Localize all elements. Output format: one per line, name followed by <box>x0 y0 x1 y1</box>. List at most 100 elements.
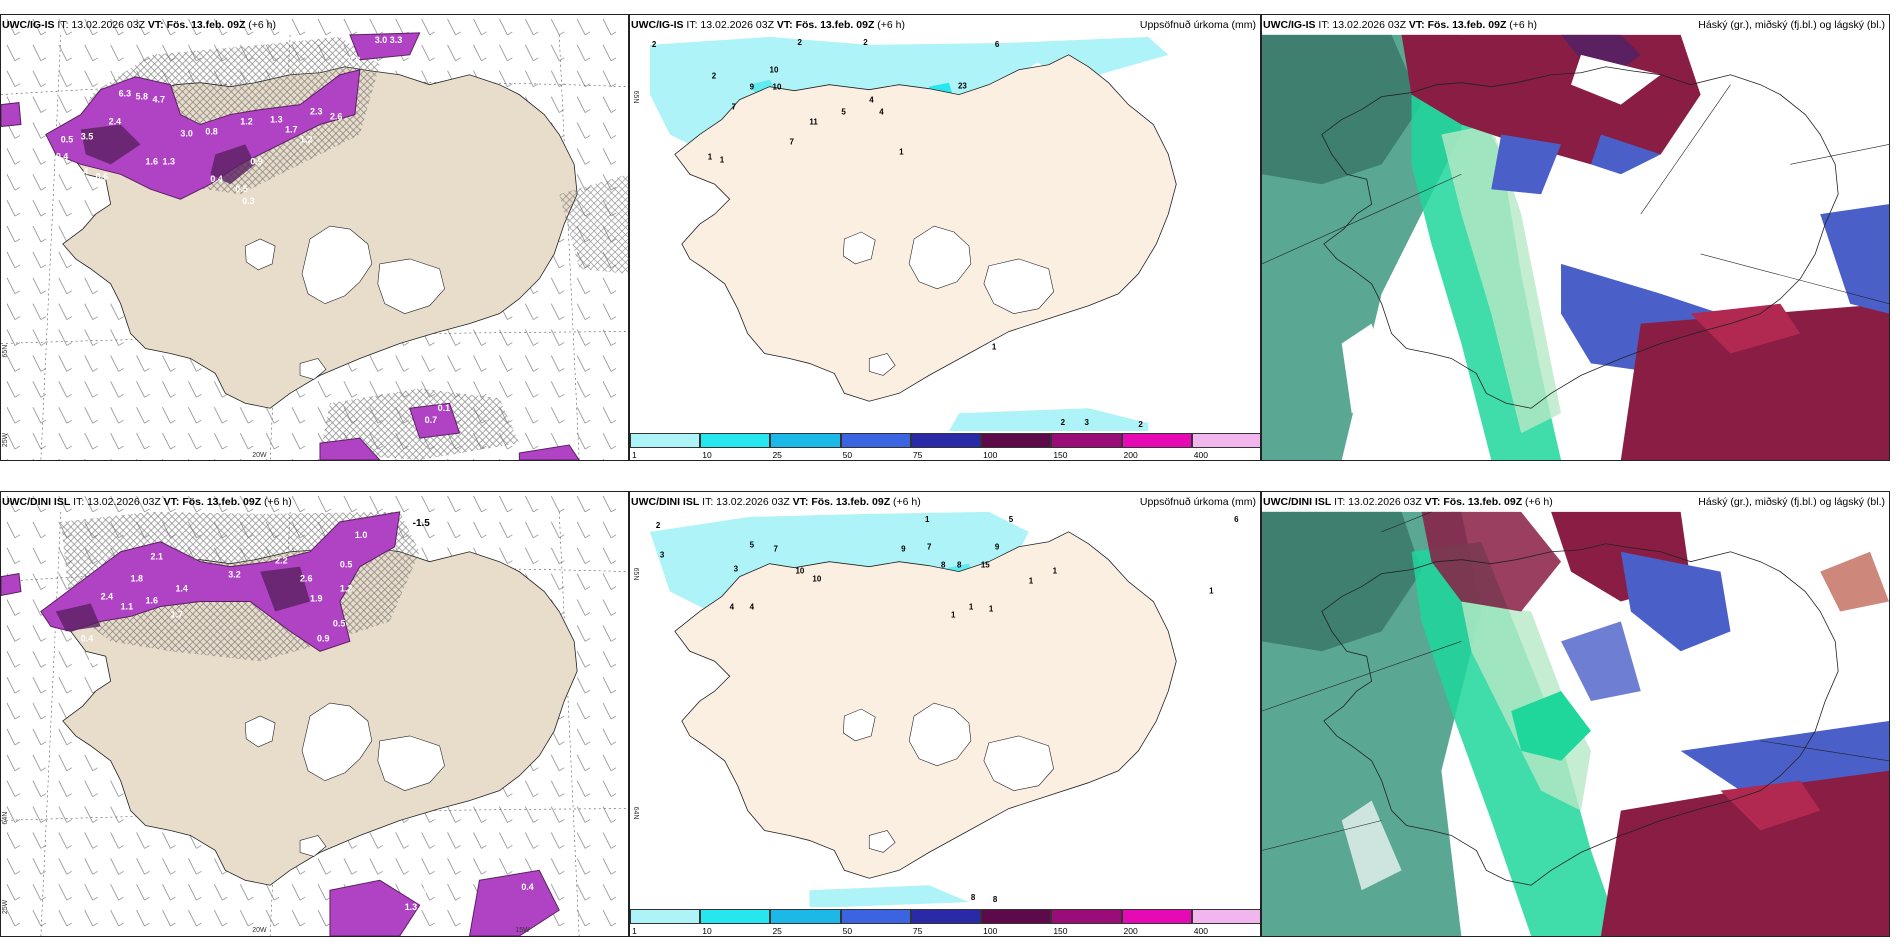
colorbar-segment <box>1121 909 1192 924</box>
colorbar-segment <box>1121 433 1192 448</box>
svg-text:2.1: 2.1 <box>151 552 163 562</box>
panel-header: UWC/IG-IS IT: 13.02.2026 03Z VT: Fös. 13… <box>2 19 277 31</box>
svg-text:9: 9 <box>750 83 755 92</box>
colorbar-tick-label: 50 <box>842 926 853 936</box>
svg-text:6: 6 <box>995 40 1000 49</box>
svg-text:2: 2 <box>712 72 717 81</box>
svg-text:0.8: 0.8 <box>205 126 217 136</box>
svg-text:0.4: 0.4 <box>521 882 533 892</box>
svg-text:3.0: 3.0 <box>180 128 192 138</box>
svg-text:7: 7 <box>774 545 779 554</box>
panel-igis-clouds[interactable]: UWC/IG-IS IT: 13.02.2026 03Z VT: Fös. 13… <box>1261 14 1890 461</box>
svg-text:11: 11 <box>809 118 818 127</box>
lat-label-64n: 64N <box>2 812 9 825</box>
lat-label-65n: 65N <box>632 568 639 581</box>
svg-text:3: 3 <box>1085 418 1090 427</box>
svg-text:0.4: 0.4 <box>56 151 68 161</box>
panel-igis-precip[interactable]: 2 2 2 6 2 10 9 10 7 11 5 4 4 23 1 1 7 1 … <box>629 14 1261 461</box>
p5-value-labels: 2 3 1 5 6 5 7 3 10 10 9 7 8 8 9 15 1 1 1… <box>656 515 1239 904</box>
svg-text:1: 1 <box>1053 567 1058 576</box>
colorbar-tick-label: 400 <box>1193 450 1208 460</box>
colorbar-tick-label: 200 <box>1123 450 1138 460</box>
panel-header: UWC/DINI ISL IT: 13.02.2026 03Z VT: Fös.… <box>2 496 292 508</box>
p2-value-labels: 2 2 2 6 2 10 9 10 7 11 5 4 4 23 1 1 7 1 … <box>652 38 1143 429</box>
svg-text:1.0: 1.0 <box>355 530 367 540</box>
svg-text:3: 3 <box>734 565 739 574</box>
svg-text:0.5: 0.5 <box>235 184 247 194</box>
svg-text:15: 15 <box>981 561 990 570</box>
colorbar-tick-label: 100 <box>983 450 998 460</box>
svg-text:1.6: 1.6 <box>146 156 158 166</box>
colorbar-segment <box>840 909 911 924</box>
svg-text:1.3: 1.3 <box>270 115 282 125</box>
svg-text:4: 4 <box>879 108 884 117</box>
svg-text:0.9: 0.9 <box>250 156 262 166</box>
svg-text:7: 7 <box>789 137 794 146</box>
map-cloud-cover <box>1262 15 1889 460</box>
colorbar-tick-label: 50 <box>842 450 853 460</box>
svg-text:0.4: 0.4 <box>210 174 222 184</box>
svg-text:0.6: 0.6 <box>96 171 108 181</box>
colorbar-segment <box>1051 909 1122 924</box>
colorbar-tick-label: 150 <box>1053 926 1068 936</box>
svg-text:1.3: 1.3 <box>162 156 174 166</box>
svg-text:8: 8 <box>957 561 962 570</box>
colorbar-segment <box>1051 433 1122 448</box>
svg-text:3: 3 <box>660 551 665 560</box>
panel-dini-precip[interactable]: 2 3 1 5 6 5 7 3 10 10 9 7 8 8 9 15 1 1 1… <box>629 491 1261 937</box>
colorbar-segment <box>770 909 841 924</box>
svg-text:2.2: 2.2 <box>275 556 287 566</box>
svg-text:0.5: 0.5 <box>422 887 434 897</box>
svg-text:3.0: 3.0 <box>375 35 387 45</box>
colorbar-segment <box>910 433 982 448</box>
svg-text:5.8: 5.8 <box>136 92 148 102</box>
svg-text:3.5: 3.5 <box>81 131 93 141</box>
svg-text:1: 1 <box>925 515 930 524</box>
svg-text:2: 2 <box>1138 420 1143 429</box>
svg-text:1.2: 1.2 <box>240 117 252 127</box>
colorbar-segment <box>700 909 771 924</box>
lat-label-65n: 65N <box>632 91 639 104</box>
map-cloud-cover <box>1262 492 1889 936</box>
colorbar-segment <box>840 433 911 448</box>
svg-text:2.4: 2.4 <box>109 117 121 127</box>
map-accumulated-precip: 2 2 2 6 2 10 9 10 7 11 5 4 4 23 1 1 7 1 … <box>630 34 1260 434</box>
svg-text:1: 1 <box>720 155 725 164</box>
colorbar-tick-label: 25 <box>772 926 782 936</box>
colorbar-segment <box>630 433 701 448</box>
svg-text:0.3: 0.3 <box>53 638 65 648</box>
colorbar-tick-label: 1 <box>632 926 637 936</box>
colorbar-segment <box>910 909 982 924</box>
svg-text:10: 10 <box>795 567 804 576</box>
svg-text:8: 8 <box>993 895 998 904</box>
svg-text:4.7: 4.7 <box>153 95 165 105</box>
svg-text:23: 23 <box>958 82 967 91</box>
lon-label-20w: 20W <box>252 452 267 459</box>
panel-header: UWC/DINI ISL IT: 13.02.2026 03Z VT: Fös.… <box>1263 496 1885 508</box>
svg-text:-1.5: -1.5 <box>413 518 431 529</box>
svg-text:0.9: 0.9 <box>317 633 329 643</box>
svg-text:0.5: 0.5 <box>340 560 352 570</box>
svg-text:2: 2 <box>797 38 802 47</box>
svg-text:4: 4 <box>869 96 874 105</box>
svg-text:1.9: 1.9 <box>310 594 322 604</box>
panel-igis-wind-snow[interactable]: 3.0 3.3 0.8 6.3 5.8 4.7 3.5 2.4 3.0 0.8 … <box>0 14 629 461</box>
lat-label-65n: 65N <box>2 345 9 358</box>
p1-value-labels: 3.0 3.3 0.8 6.3 5.8 4.7 3.5 2.4 3.0 0.8 … <box>56 35 450 425</box>
iceland-outline <box>1321 543 1839 886</box>
svg-text:2.6: 2.6 <box>300 574 312 584</box>
colorbar-tick-label: 1 <box>632 450 637 460</box>
svg-text:6: 6 <box>1234 515 1239 524</box>
svg-text:0.4: 0.4 <box>81 633 93 643</box>
p4-value-labels: -1.5 1.0 2.1 3.2 2.2 1.8 1.4 0.5 0.4 1.1… <box>53 518 534 912</box>
svg-text:0.5: 0.5 <box>61 134 73 144</box>
panel-dini-clouds[interactable]: UWC/DINI ISL IT: 13.02.2026 03Z VT: Fös.… <box>1261 491 1890 937</box>
svg-text:2.6: 2.6 <box>330 112 342 122</box>
svg-text:1.8: 1.8 <box>131 574 143 584</box>
svg-text:2: 2 <box>656 521 661 530</box>
svg-text:1.2: 1.2 <box>340 584 352 594</box>
panel-dini-wind-snow[interactable]: -1.5 1.0 2.1 3.2 2.2 1.8 1.4 0.5 0.4 1.1… <box>0 491 629 937</box>
colorbar-tick-label: 10 <box>702 926 712 936</box>
svg-text:1.7: 1.7 <box>170 609 182 619</box>
svg-text:1.4: 1.4 <box>175 584 187 594</box>
